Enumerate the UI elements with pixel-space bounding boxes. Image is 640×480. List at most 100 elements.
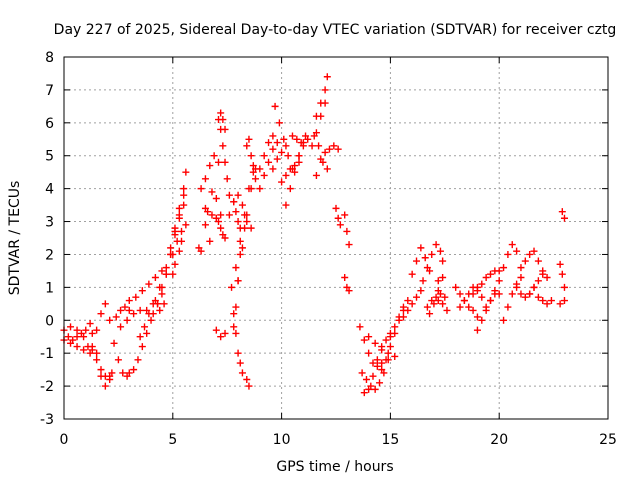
data-point xyxy=(125,369,133,377)
data-point xyxy=(221,158,229,166)
y-tick-label: 4 xyxy=(45,182,54,198)
x-tick-label: 15 xyxy=(381,432,399,448)
data-point xyxy=(558,208,566,216)
series-arc26 xyxy=(212,326,229,341)
data-point xyxy=(260,171,268,179)
data-point xyxy=(238,244,246,252)
data-point xyxy=(526,250,534,258)
data-point xyxy=(373,356,381,364)
data-point xyxy=(465,303,473,311)
data-point xyxy=(217,333,225,341)
data-point xyxy=(362,376,370,384)
series-arc49 xyxy=(356,323,386,370)
data-point xyxy=(67,323,75,331)
data-point xyxy=(371,385,379,393)
data-point xyxy=(243,142,251,150)
data-point xyxy=(145,310,153,318)
data-point xyxy=(180,201,188,209)
data-point xyxy=(180,191,188,199)
data-point xyxy=(101,382,109,390)
series-arc6 xyxy=(88,300,109,351)
data-point xyxy=(223,175,231,183)
series-arc46 xyxy=(332,204,344,229)
data-point xyxy=(171,231,179,239)
data-point xyxy=(178,237,186,245)
data-point xyxy=(73,333,81,341)
series-arc23 xyxy=(212,214,229,242)
data-point xyxy=(208,211,216,219)
data-point xyxy=(93,349,101,357)
data-point xyxy=(286,165,294,173)
data-point xyxy=(391,323,399,331)
series-arc35 xyxy=(256,139,281,193)
data-point xyxy=(238,201,246,209)
series-arc52 xyxy=(365,333,399,360)
data-point xyxy=(452,283,460,291)
data-point xyxy=(117,323,125,331)
y-tick-label: 5 xyxy=(45,149,54,165)
data-point xyxy=(171,224,179,232)
data-point xyxy=(278,148,286,156)
series-arc42 xyxy=(308,99,329,150)
series-arc4 xyxy=(88,329,114,390)
data-point xyxy=(206,237,214,245)
data-point xyxy=(271,102,279,110)
series-arc75 xyxy=(558,208,568,222)
data-point xyxy=(208,188,216,196)
series-arc56 xyxy=(408,244,434,278)
data-point xyxy=(391,329,399,337)
data-point xyxy=(225,211,233,219)
data-point xyxy=(521,293,529,301)
data-point xyxy=(171,260,179,268)
data-point xyxy=(534,277,542,285)
series-arc37 xyxy=(271,102,296,173)
y-axis-ticks: -3 -2 -1 0 1 2 3 4 5 6 7 8 xyxy=(40,50,608,428)
data-point xyxy=(336,221,344,229)
data-point xyxy=(534,257,542,265)
data-point xyxy=(504,303,512,311)
data-point xyxy=(356,323,364,331)
data-point xyxy=(217,109,225,117)
series-arc50 xyxy=(358,356,392,393)
series-arc66 xyxy=(482,287,503,311)
data-point xyxy=(138,343,146,351)
data-point xyxy=(234,218,242,226)
data-point xyxy=(110,339,118,347)
data-point xyxy=(97,310,105,318)
data-point xyxy=(273,139,281,147)
series-arc32 xyxy=(230,198,244,232)
data-point xyxy=(112,313,120,321)
data-point xyxy=(443,306,451,314)
data-point xyxy=(249,162,257,170)
data-point xyxy=(234,277,242,285)
data-point xyxy=(97,366,105,374)
data-point xyxy=(197,247,205,255)
data-point xyxy=(67,339,75,347)
data-point xyxy=(275,119,283,127)
data-point xyxy=(521,257,529,265)
y-tick-label: 3 xyxy=(45,215,54,231)
data-point xyxy=(373,362,381,370)
data-point xyxy=(291,162,299,170)
data-point xyxy=(278,178,286,186)
series-arc30 xyxy=(230,224,249,331)
data-point xyxy=(121,303,129,311)
data-point xyxy=(293,135,301,143)
series-arc43 xyxy=(312,73,331,120)
data-point xyxy=(86,320,94,328)
series-arc16 xyxy=(169,221,190,258)
series-arc65 xyxy=(473,290,499,334)
data-point xyxy=(221,125,229,133)
data-point xyxy=(473,313,481,321)
data-point xyxy=(391,352,399,360)
y-tick-label: 6 xyxy=(45,116,54,132)
series-arc54 xyxy=(386,297,412,341)
data-point xyxy=(413,293,421,301)
y-tick-label: 7 xyxy=(45,83,54,99)
y-tick-label: -1 xyxy=(40,346,54,362)
data-point xyxy=(495,267,503,275)
data-point xyxy=(330,142,338,150)
data-point xyxy=(358,369,366,377)
data-point xyxy=(469,306,477,314)
data-point xyxy=(147,316,155,324)
